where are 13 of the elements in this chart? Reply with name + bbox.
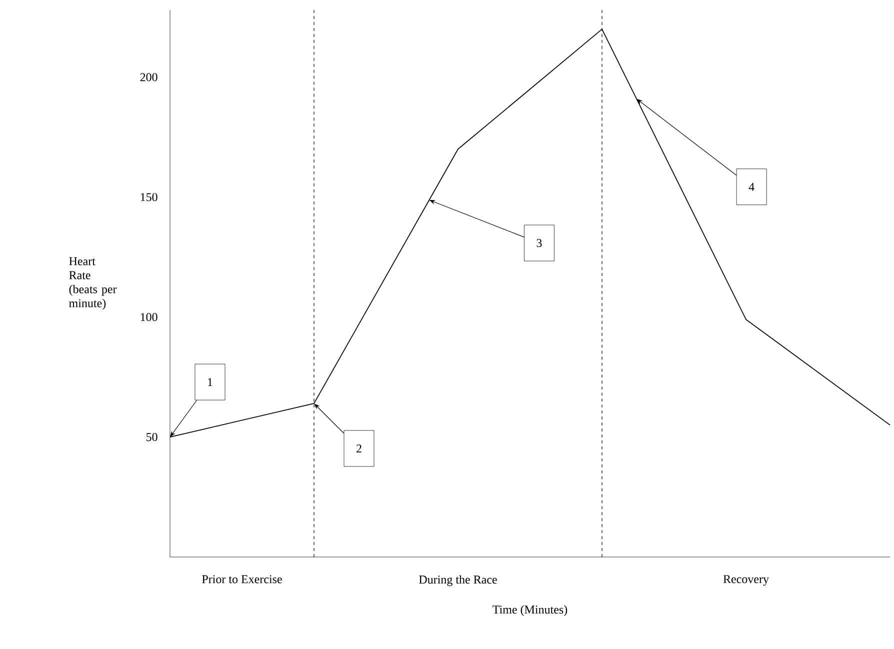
y-tick-label: 100	[140, 313, 158, 322]
x-axis-title: Time (Minutes)	[492, 605, 568, 616]
y-axis-title: Heart Rate (beats per minute)	[69, 257, 117, 310]
annotation: 4	[748, 182, 754, 191]
annotation: 1	[208, 378, 212, 386]
text: Recovery	[723, 575, 769, 586]
y-tick-label: 50	[146, 432, 158, 442]
y-tick-label: 200	[140, 73, 158, 82]
y-tick-label: 150	[140, 193, 158, 202]
annotation: 3	[536, 238, 542, 248]
text: During the Race	[419, 575, 497, 586]
annotation: 2	[356, 444, 362, 452]
text: Prior to Exercise	[202, 575, 282, 584]
